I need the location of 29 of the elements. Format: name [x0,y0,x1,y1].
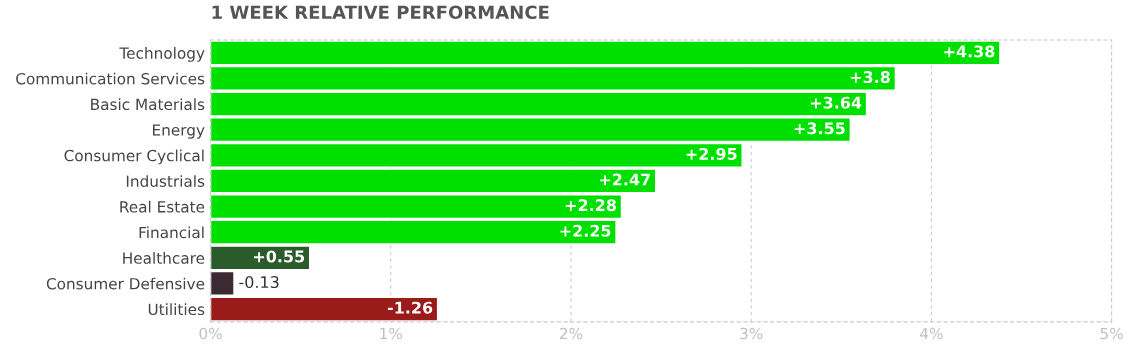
x-tick-label: 4% [920,327,943,340]
y-tick-label: Industrials [126,175,205,187]
y-tick-label: Technology [119,47,205,62]
y-tick-label: Basic Materials [91,98,205,111]
y-tick-label: Consumer Defensive [46,277,205,290]
data-label: +4.38 [944,45,995,58]
x-tick-label: 2% [559,327,583,340]
data-label: -0.13 [239,276,279,289]
data-label: +3.8 [850,71,890,84]
data-label: +3.64 [810,96,862,109]
y-tick-label: Real Estate [120,200,205,213]
y-tick-label: Utilities [148,303,205,316]
chart-title: 1 WEEK RELATIVE PERFORMANCE [212,5,549,20]
data-label: +2.28 [565,199,616,212]
y-tick-label: Energy [153,124,205,139]
y-tick-label: Healthcare [123,252,205,264]
x-tick-label: 0% [199,327,222,340]
x-tick-label: 3% [740,327,763,340]
data-label: +2.95 [686,147,737,160]
y-tick-label: Communication Services [16,72,205,85]
y-tick-label: Financial [139,226,204,239]
data-label: -1.26 [387,301,433,314]
data-label: +0.55 [254,250,305,263]
data-label: +2.47 [600,173,650,186]
data-label: +2.25 [560,224,611,237]
x-tick-label: 1% [380,327,403,340]
y-tick-label: Consumer Cyclical [64,149,204,165]
data-label: +3.55 [794,122,845,135]
x-tick-label: 5% [1100,327,1123,340]
